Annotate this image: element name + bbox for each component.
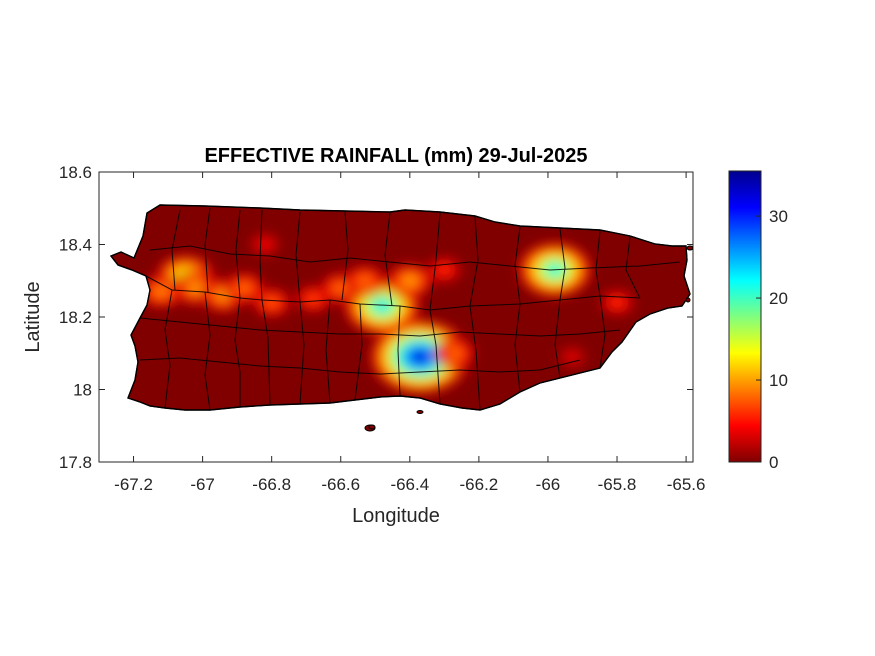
x-tick-label: -66: [536, 475, 561, 494]
rain-level: [263, 243, 266, 246]
rain-level: [571, 356, 574, 358]
municipality-boundary: [429, 309, 441, 405]
rain-level: [242, 286, 246, 290]
municipality-boundary: [397, 305, 401, 397]
colorbar-gradient: [728, 170, 762, 463]
islet: [685, 297, 691, 303]
colorbar-tick-label: 10: [769, 371, 788, 390]
municipality-boundary: [259, 209, 263, 301]
municipality-boundary: [149, 245, 681, 271]
rain-level: [311, 297, 315, 300]
y-axis: 17.8 18 18.2 18.4 18.6: [59, 163, 693, 472]
municipality-boundary: [514, 226, 521, 305]
municipality-boundary: [469, 305, 481, 411]
y-tick-label: 18.2: [59, 308, 92, 327]
rain-level: [194, 286, 198, 290]
municipality-boundary: [235, 209, 241, 299]
municipality-boundary: [384, 212, 393, 307]
municipality-boundary: [354, 303, 363, 401]
municipality-boundaries: [139, 207, 681, 411]
rain-level: [615, 301, 619, 304]
plot-title: EFFECTIVE RAINFALL (mm) 29-Jul-2025: [204, 145, 587, 167]
rain-level: [416, 354, 424, 360]
colorbar-tick-label: 20: [769, 289, 788, 308]
y-axis-label: Latitude: [22, 281, 44, 352]
municipality-boundary: [599, 295, 606, 369]
rainfall-field: [139, 234, 634, 395]
x-tick-label: -66.6: [321, 475, 360, 494]
islet: [368, 424, 376, 430]
y-tick-label: 18: [73, 381, 92, 400]
y-tick-label: 18.6: [59, 163, 92, 182]
x-tick-label: -67: [190, 475, 215, 494]
municipality-boundary: [171, 209, 181, 291]
y-tick-label: 17.8: [59, 453, 92, 472]
map-layer: [109, 204, 693, 432]
municipality-boundary: [595, 230, 601, 297]
municipality-boundary: [469, 216, 479, 307]
rain-level: [270, 301, 274, 304]
offshore-islets: [364, 245, 693, 432]
municipality-boundary: [325, 299, 331, 404]
municipality-boundary: [139, 357, 581, 375]
municipality-boundary: [299, 301, 305, 405]
x-tick-label: -65.8: [598, 475, 637, 494]
rain-level: [363, 279, 367, 282]
x-tick-label: -65.6: [667, 475, 706, 494]
x-axis: -67.2 -67 -66.8 -66.6 -66.4 -66.2 -66 -65.8 -65.…: [114, 172, 705, 494]
municipality-boundary: [341, 211, 349, 301]
island-coastline: [109, 204, 691, 411]
municipality-boundary: [261, 299, 271, 406]
islet: [686, 245, 693, 251]
municipality-boundary: [554, 299, 561, 379]
rain-level: [443, 269, 446, 271]
municipality-boundary: [204, 291, 211, 411]
municipality-boundary: [234, 297, 241, 407]
municipality-boundary: [204, 207, 211, 293]
municipality-boundary: [625, 236, 641, 299]
x-tick-label: -67.2: [114, 475, 153, 494]
x-tick-label: -66.4: [390, 475, 429, 494]
colorbar-tick-label: 30: [769, 207, 788, 226]
municipality-boundary: [295, 211, 301, 303]
rain-level: [408, 279, 412, 282]
municipality-boundary: [559, 228, 566, 301]
municipality-boundary: [164, 289, 173, 409]
rain-level: [453, 352, 457, 355]
municipality-boundary: [429, 212, 441, 311]
islet: [416, 410, 424, 414]
x-tick-label: -66.2: [460, 475, 499, 494]
rain-level: [159, 290, 163, 293]
municipality-boundary: [514, 303, 521, 393]
colorbar-tick-label: 0: [769, 453, 778, 472]
x-axis-label: Longitude: [352, 505, 440, 527]
y-tick-label: 18.4: [59, 236, 92, 255]
colorbar: 0 10 20 30: [728, 170, 788, 472]
municipality-boundary: [139, 317, 621, 337]
x-tick-label: -66.8: [252, 475, 291, 494]
colorbar-ticks: 0 10 20 30: [756, 207, 788, 472]
rain-level: [339, 286, 343, 290]
